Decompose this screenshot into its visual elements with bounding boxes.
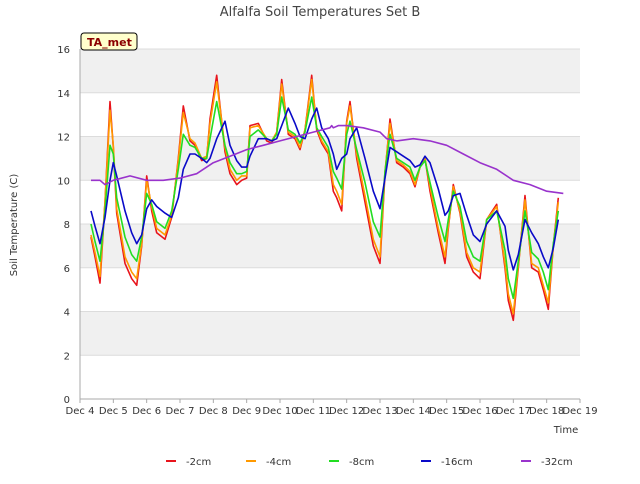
x-tick-label: Dec 10 — [262, 406, 297, 417]
x-tick-label: Dec 5 — [99, 406, 128, 417]
background-band — [80, 311, 580, 356]
y-tick-label: 12 — [57, 133, 70, 144]
x-tick-label: Dec 11 — [296, 406, 331, 417]
y-tick-label: 4 — [64, 308, 70, 319]
y-tick-label: 8 — [64, 220, 70, 231]
y-tick-label: 10 — [57, 176, 70, 187]
x-tick-label: Dec 18 — [529, 406, 564, 417]
legend: -2cm -4cm -8cm -16cm -32cm — [166, 457, 573, 468]
station-badge: TA_met — [80, 32, 138, 51]
legend-label: -32cm — [541, 457, 573, 468]
x-tick-label: Dec 14 — [396, 406, 431, 417]
series-line-minus-8cm — [90, 96, 560, 300]
x-tick-label: Dec 7 — [166, 406, 195, 417]
y-tick-label: 2 — [64, 351, 70, 362]
legend-label: -2cm — [186, 457, 211, 468]
chart-title: Alfalfa Soil Temperatures Set B — [220, 5, 421, 20]
y-tick-label: 14 — [57, 89, 70, 100]
background-band — [80, 224, 580, 268]
series-layer — [90, 74, 564, 322]
x-axis-label: Time — [553, 425, 578, 436]
legend-label: -4cm — [266, 457, 291, 468]
x-tick-label: Dec 9 — [232, 406, 261, 417]
legend-label: -8cm — [349, 457, 374, 468]
background-band — [80, 49, 580, 93]
station-badge-box — [80, 32, 138, 51]
x-tick-label: Dec 6 — [132, 406, 161, 417]
x-tick-label: Dec 19 — [562, 406, 597, 417]
y-tick-label: 6 — [64, 264, 70, 275]
y-tick-label: 0 — [64, 395, 70, 406]
legend-label: -16cm — [441, 457, 473, 468]
x-tick-label: Dec 8 — [199, 406, 228, 417]
x-tick-label: Dec 15 — [429, 406, 464, 417]
series-line-minus-4cm — [90, 78, 560, 315]
x-tick-label: Dec 16 — [462, 406, 497, 417]
y-axis-label: Soil Temperature (C) — [9, 174, 20, 277]
axes: 0 2 4 6 8 10 12 14 16 Dec 4 Dec 5 Dec 6 Dec 7 Dec 8 De… — [57, 45, 597, 417]
y-tick-label: 16 — [57, 45, 70, 56]
x-tick-label: Dec 17 — [496, 406, 531, 417]
x-tick-label: Dec 4 — [66, 406, 95, 417]
station-badge-label: TA_met — [87, 36, 132, 49]
x-tick-label: Dec 13 — [362, 406, 397, 417]
series-line-minus-16cm — [90, 107, 560, 271]
series-line-minus-32cm — [91, 124, 564, 195]
x-tick-label: Dec 12 — [329, 406, 364, 417]
